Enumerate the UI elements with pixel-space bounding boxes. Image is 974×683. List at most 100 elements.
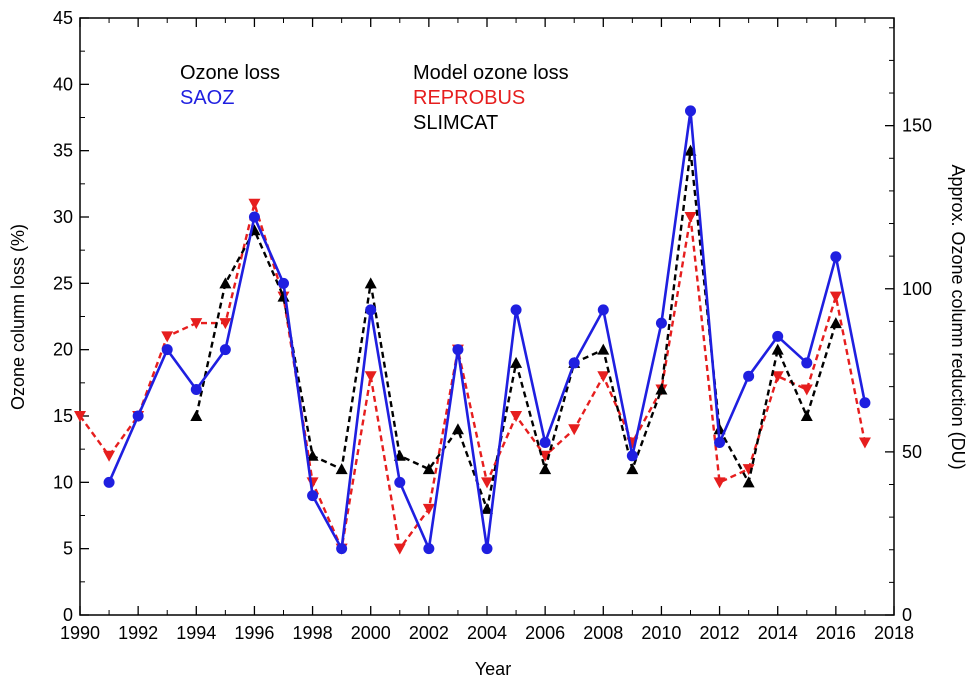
x-axis-label: Year (475, 659, 511, 679)
point-saoz-2015 (801, 357, 813, 369)
point-slimcat-2006 (539, 463, 552, 475)
point-reprobus-1994 (190, 318, 203, 330)
point-reprobus-2013 (742, 464, 755, 476)
point-saoz-2005 (510, 304, 522, 316)
point-reprobus-1996 (248, 198, 261, 210)
point-slimcat-1994 (190, 410, 203, 421)
point-saoz-1995 (219, 344, 231, 356)
legend-entry-slimcat: SLIMCAT (413, 112, 498, 134)
point-slimcat-2010 (655, 383, 668, 395)
series-line-slimcat (195, 150, 838, 514)
x-tick-label-2016: 2016 (816, 623, 856, 643)
y-tick-label-25: 25 (53, 273, 73, 293)
x-tick-label-2012: 2012 (700, 623, 740, 643)
point-slimcat-2003 (451, 423, 464, 435)
point-reprobus-1990 (74, 411, 86, 422)
point-saoz-1996 (248, 211, 260, 223)
y2-tick-label-50: 50 (902, 442, 922, 462)
point-slimcat-2013 (742, 476, 755, 488)
x-tick-label-2008: 2008 (583, 623, 623, 643)
point-saoz-2011 (685, 105, 696, 117)
x-tick-label-2000: 2000 (351, 623, 391, 643)
point-saoz-2009 (626, 450, 638, 462)
point-slimcat-1998 (306, 449, 319, 461)
point-reprobus-2017 (858, 437, 871, 449)
point-slimcat-2016 (829, 317, 842, 329)
point-saoz-1998 (307, 490, 319, 502)
point-reprobus-2007 (568, 424, 581, 436)
x-tick-label-1990: 1990 (60, 623, 100, 643)
x-tick-label-2014: 2014 (758, 623, 798, 643)
point-slimcat-1999 (335, 463, 348, 475)
point-saoz-2006 (539, 437, 551, 449)
point-slimcat-2000 (364, 277, 377, 289)
point-saoz-2001 (394, 476, 406, 488)
y2-tick-label-150: 150 (902, 116, 932, 136)
point-slimcat-2015 (800, 410, 813, 421)
legend-entry-saoz: SAOZ (180, 87, 234, 109)
x-tick-label-1992: 1992 (118, 623, 158, 643)
point-saoz-2017 (859, 397, 871, 409)
point-saoz-2010 (655, 317, 667, 329)
point-saoz-2000 (365, 304, 377, 316)
y2-tick-label-0: 0 (902, 605, 912, 625)
point-reprobus-2012 (713, 477, 726, 489)
point-slimcat-2002 (422, 463, 435, 475)
x-tick-label-1994: 1994 (176, 623, 216, 643)
point-reprobus-2016 (829, 291, 842, 303)
point-saoz-1997 (278, 277, 289, 289)
x-tick-label-1996: 1996 (234, 623, 274, 643)
point-reprobus-1995 (219, 318, 232, 330)
x-tick-label-2010: 2010 (641, 623, 681, 643)
point-reprobus-2011 (684, 212, 697, 223)
x-tick-label-2018: 2018 (874, 623, 914, 643)
point-saoz-2013 (743, 370, 755, 382)
point-reprobus-2001 (393, 543, 406, 555)
point-slimcat-2014 (771, 343, 784, 355)
point-saoz-2002 (423, 543, 435, 555)
point-slimcat-2009 (626, 463, 639, 475)
point-slimcat-1995 (219, 277, 232, 289)
point-reprobus-2002 (422, 503, 435, 515)
point-saoz-1999 (336, 543, 348, 555)
point-saoz-2008 (597, 304, 609, 316)
point-saoz-2004 (481, 543, 493, 555)
point-reprobus-2004 (481, 477, 493, 489)
point-reprobus-1991 (103, 450, 116, 462)
point-reprobus-2014 (771, 371, 784, 383)
y-tick-label-15: 15 (53, 406, 73, 426)
point-saoz-2003 (452, 344, 464, 356)
point-reprobus-2006 (539, 450, 552, 462)
y-axis-label: Ozone column loss (%) (8, 224, 28, 410)
y-tick-label-5: 5 (63, 539, 73, 559)
point-reprobus-2005 (510, 411, 523, 422)
legend-heading-ozone-loss: Ozone loss (180, 62, 280, 84)
point-saoz-2007 (568, 357, 580, 369)
point-slimcat-2008 (597, 343, 610, 355)
y-tick-label-30: 30 (53, 207, 73, 227)
point-slimcat-2004 (481, 502, 493, 514)
point-saoz-1993 (161, 344, 173, 356)
point-saoz-2014 (772, 330, 784, 342)
y-tick-label-10: 10 (53, 472, 73, 492)
x-tick-label-2002: 2002 (409, 623, 449, 643)
y2-tick-label-100: 100 (902, 279, 932, 299)
legend: Ozone loss SAOZ Model ozone loss REPROBU… (180, 62, 569, 134)
y-tick-label-40: 40 (53, 74, 73, 94)
point-saoz-2016 (830, 251, 842, 263)
point-reprobus-2000 (364, 371, 377, 383)
series-layer (74, 105, 871, 555)
y2-axis-label: Approx. Ozone column reduction (DU) (948, 164, 968, 469)
point-reprobus-2008 (597, 371, 610, 383)
y-tick-label-0: 0 (63, 605, 73, 625)
y-tick-label-35: 35 (53, 141, 73, 161)
y-tick-label-45: 45 (53, 8, 73, 28)
point-saoz-1991 (103, 476, 115, 488)
point-saoz-1992 (132, 410, 144, 422)
x-tick-label-2004: 2004 (467, 623, 507, 643)
x-tick-label-2006: 2006 (525, 623, 565, 643)
x-tick-label-1998: 1998 (293, 623, 333, 643)
axes-layer: 1990 1992 1994 1996 1998 2000 2002 2004 2006 2008… (53, 8, 932, 643)
point-saoz-1994 (190, 383, 202, 395)
point-reprobus-2015 (800, 384, 813, 396)
